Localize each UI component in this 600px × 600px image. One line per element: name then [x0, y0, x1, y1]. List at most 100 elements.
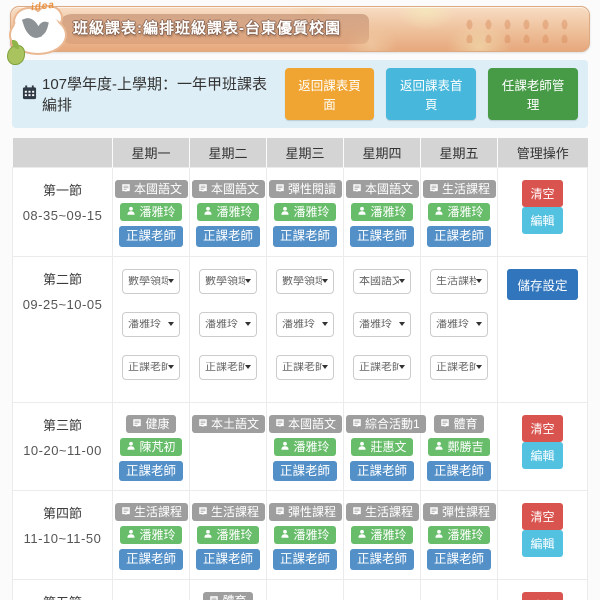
sprout-icon [7, 40, 25, 65]
teacher-select[interactable]: 潘雅玲 [122, 311, 180, 337]
role-select[interactable]: 正課老師 [353, 354, 411, 380]
role-badge-label: 正課老師 [279, 552, 330, 566]
teacher-badge: 莊惠文 [351, 437, 413, 456]
role-badge: 正課老師 [426, 460, 491, 481]
user-icon [357, 529, 367, 541]
user-icon [126, 206, 136, 218]
slot-cell: 本國語文潘雅玲正課老師 [343, 255, 421, 403]
app-logo: idea [7, 0, 73, 65]
chevron-down-icon [245, 365, 251, 369]
clear-button[interactable]: 清空 [522, 503, 563, 530]
slot-cell: 生活課程 潘雅玲 正課老師 [420, 167, 498, 257]
subject-badge: 彈性課程 [423, 503, 497, 521]
subject-badge: 生活課程 [192, 503, 266, 521]
subject-select[interactable]: 數學領域 [276, 268, 334, 294]
slot-cell: 本國語文 潘雅玲 正課老師 [189, 167, 267, 257]
slot-cell: 本土語文 [189, 401, 267, 491]
table-row: 第三節 10-20~11-00 健康 陳芃初 正課老師 本土語文 本國語文 潘雅玲 正課老師 綜合… [12, 401, 588, 491]
teacher-badge: 潘雅玲 [120, 203, 182, 221]
role-select[interactable]: 正課老師 [199, 354, 257, 380]
clear-button[interactable]: 清空 [522, 414, 563, 442]
banner-decoration [460, 17, 575, 43]
role-badge-label: 正課老師 [279, 229, 330, 243]
slot-cell [420, 578, 498, 600]
subject-select[interactable]: 數學領域 [122, 268, 180, 294]
header-friday: 星期五 [420, 138, 498, 168]
slot-cell: 生活課程 潘雅玲 正課老師 [343, 490, 421, 580]
header-manage: 管理操作 [497, 138, 588, 168]
edit-button[interactable]: 編輯 [522, 530, 563, 557]
chevron-down-icon [322, 322, 328, 326]
subject-select[interactable]: 本國語文 [353, 268, 411, 294]
header-tuesday: 星期二 [189, 138, 267, 168]
teacher-select[interactable]: 潘雅玲 [276, 311, 334, 337]
role-select-value: 正課老師 [436, 361, 476, 373]
subject-badge: 生活課程 [346, 503, 420, 521]
clear-button[interactable]: 清空 [522, 591, 563, 600]
period-label: 第四節 [42, 506, 82, 521]
subject-badge-label: 綜合活動1 [365, 416, 420, 431]
chevron-down-icon [168, 279, 174, 283]
edit-button[interactable]: 編輯 [522, 207, 563, 234]
edit-button[interactable]: 編輯 [522, 441, 563, 469]
book-icon [429, 183, 439, 195]
subject-select[interactable]: 生活課程 [430, 268, 488, 294]
period-time: 10-20~11-00 [23, 442, 102, 458]
back-to-schedule-page-button[interactable]: 返回課表頁面 [284, 68, 375, 120]
chevron-down-icon [322, 365, 328, 369]
role-badge: 正課老師 [118, 549, 183, 570]
slot-cell: 生活課程 潘雅玲 正課老師 [189, 490, 267, 580]
slot-cell [266, 578, 344, 600]
table-row: 第四節 11-10~11-50 生活課程 潘雅玲 正課老師 生活課程 潘雅玲 正課老師 彈性課程… [12, 490, 588, 580]
user-icon [203, 206, 213, 218]
teacher-management-button[interactable]: 任課老師管理 [488, 68, 578, 120]
book-icon [198, 183, 208, 195]
chevron-down-icon [322, 279, 328, 283]
subject-badge: 綜合活動1 [346, 414, 426, 433]
role-badge-label: 正課老師 [279, 463, 330, 478]
chevron-down-icon [245, 322, 251, 326]
teacher-select[interactable]: 潘雅玲 [353, 311, 411, 337]
role-badge-label: 正課老師 [433, 552, 484, 566]
teacher-select[interactable]: 潘雅玲 [430, 311, 488, 337]
header-monday: 星期一 [112, 138, 190, 168]
role-badge: 正課老師 [272, 549, 337, 570]
user-icon [280, 441, 290, 453]
teacher-badge-label: 鄭勝吉 [447, 439, 484, 454]
slot-cell: 數學領域潘雅玲正課老師 [266, 255, 344, 403]
teacher-badge: 潘雅玲 [197, 526, 259, 544]
table-row: 第二節 09-25~10-05 數學領域 潘雅玲 正課老師 數學領域 潘雅玲 正課老師 數學領域… [12, 255, 588, 403]
role-badge: 正課老師 [349, 226, 414, 247]
period-cell: 第三節 10-20~11-00 [12, 401, 113, 491]
back-to-schedule-home-button[interactable]: 返回課表首頁 [386, 68, 477, 120]
slot-cell: 彈性課程 潘雅玲 正課老師 [266, 490, 344, 580]
subject-badge-label: 生活課程 [134, 505, 183, 519]
title-strip [57, 14, 369, 44]
subject-select[interactable]: 數學領域 [199, 268, 257, 294]
user-icon [357, 441, 367, 453]
role-select[interactable]: 正課老師 [276, 354, 334, 380]
calendar-icon [22, 84, 37, 104]
teacher-badge: 潘雅玲 [274, 437, 336, 456]
period-time: 11-10~11-50 [23, 531, 102, 546]
role-select[interactable]: 正課老師 [122, 354, 180, 380]
header-wednesday: 星期三 [266, 138, 344, 168]
chevron-down-icon [399, 365, 405, 369]
clear-button[interactable]: 清空 [522, 180, 563, 207]
teacher-select[interactable]: 潘雅玲 [199, 311, 257, 337]
role-badge-label: 正課老師 [125, 552, 176, 566]
slot-cell: 數學領域潘雅玲正課老師 [189, 255, 267, 403]
slot-cell: 健康 陳芃初 正課老師 [112, 401, 190, 491]
subject-select-value: 本國語文 [359, 275, 399, 287]
schedule-heading: 107學年度-上學期：一年甲班課表編排 [22, 73, 271, 115]
chevron-down-icon [476, 322, 482, 326]
period-time: 08-35~09-15 [22, 208, 103, 223]
role-badge-label: 正課老師 [125, 463, 176, 478]
role-select[interactable]: 正課老師 [430, 354, 488, 380]
user-icon [280, 529, 290, 541]
book-icon [121, 506, 131, 518]
save-settings-button[interactable]: 儲存設定 [507, 268, 578, 300]
slot-cell: 本國語文 潘雅玲 正課老師 [343, 167, 421, 257]
book-icon [121, 183, 131, 195]
book-icon [275, 418, 285, 430]
